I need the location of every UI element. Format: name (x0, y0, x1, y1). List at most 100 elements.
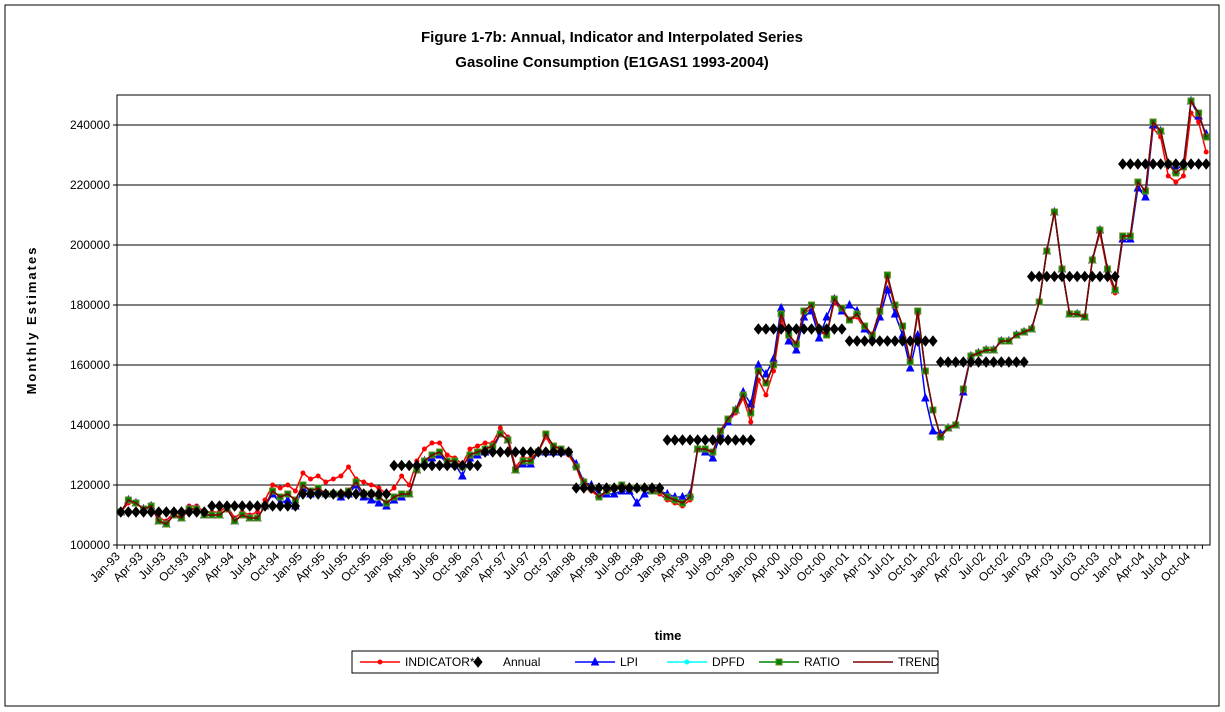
point (1163, 158, 1173, 170)
point (292, 488, 298, 494)
point (361, 479, 367, 485)
point (1049, 270, 1060, 283)
point (207, 500, 217, 512)
point (1201, 158, 1211, 170)
point (829, 323, 839, 335)
point (533, 446, 543, 458)
point (1057, 270, 1067, 283)
point (586, 482, 597, 494)
point (601, 482, 612, 494)
point (419, 459, 430, 472)
point (313, 488, 323, 500)
point (154, 506, 164, 518)
series-5 (120, 98, 1207, 525)
point (406, 482, 412, 488)
point (905, 362, 915, 372)
point (283, 500, 293, 512)
point (1118, 158, 1128, 170)
point (1178, 158, 1189, 170)
point (330, 476, 336, 482)
point (338, 473, 344, 479)
point (374, 497, 384, 507)
point (700, 434, 710, 446)
point (427, 459, 437, 472)
x-axis-label: time (655, 628, 682, 643)
point (875, 335, 885, 347)
point (488, 446, 498, 458)
point (1019, 356, 1029, 368)
y-tick-label: 240000 (70, 118, 110, 132)
point (571, 482, 581, 494)
y-tick-label: 100000 (70, 538, 110, 552)
point (429, 440, 435, 446)
point (822, 323, 832, 335)
point (245, 500, 255, 512)
point (1042, 270, 1052, 283)
point (230, 500, 240, 512)
point (450, 459, 460, 472)
point (146, 506, 156, 518)
legend-label: RATIO (804, 655, 840, 669)
point (260, 500, 270, 512)
point (590, 656, 600, 666)
point (321, 488, 331, 500)
point (814, 332, 824, 342)
point (421, 446, 427, 452)
point (323, 479, 329, 485)
point (473, 656, 483, 668)
point (763, 392, 769, 398)
point (913, 335, 923, 347)
point (237, 500, 247, 512)
point (368, 482, 374, 488)
point (753, 323, 764, 335)
point (792, 344, 801, 354)
point (328, 488, 338, 500)
point (161, 506, 171, 518)
point (860, 335, 870, 347)
point (1064, 270, 1075, 283)
point (351, 488, 361, 500)
point (442, 459, 452, 472)
point (784, 323, 794, 335)
legend-label: Annual (503, 655, 540, 669)
point (845, 299, 854, 309)
point (981, 356, 991, 368)
plot-area (116, 94, 1211, 546)
point (548, 446, 559, 458)
point (343, 488, 354, 500)
point (300, 470, 306, 476)
point (609, 482, 619, 494)
point (1186, 158, 1196, 170)
point (1140, 158, 1151, 170)
point (958, 356, 968, 368)
point (1148, 158, 1158, 170)
point (708, 452, 718, 462)
point (526, 446, 536, 458)
point (308, 476, 314, 482)
legend-label: TREND (898, 655, 940, 669)
point (685, 434, 695, 446)
point (138, 506, 149, 518)
point (738, 434, 748, 446)
point (285, 482, 291, 488)
point (928, 335, 938, 347)
point (458, 470, 467, 480)
point (761, 368, 771, 378)
point (784, 335, 794, 345)
series-1 (116, 158, 1211, 518)
y-axis-label: Monthly Estimates (24, 246, 39, 395)
point (199, 506, 209, 518)
legend-label: DPFD (712, 655, 745, 669)
point (882, 335, 893, 347)
point (996, 356, 1006, 368)
y-tick-label: 200000 (70, 238, 110, 252)
chart-subtitle: Gasoline Consumption (E1GAS1 1993-2004) (455, 54, 768, 71)
point (730, 434, 741, 446)
point (708, 434, 718, 446)
point (844, 335, 855, 347)
point (214, 500, 225, 512)
point (541, 446, 551, 458)
point (465, 459, 475, 472)
y-tick-label: 140000 (70, 418, 110, 432)
